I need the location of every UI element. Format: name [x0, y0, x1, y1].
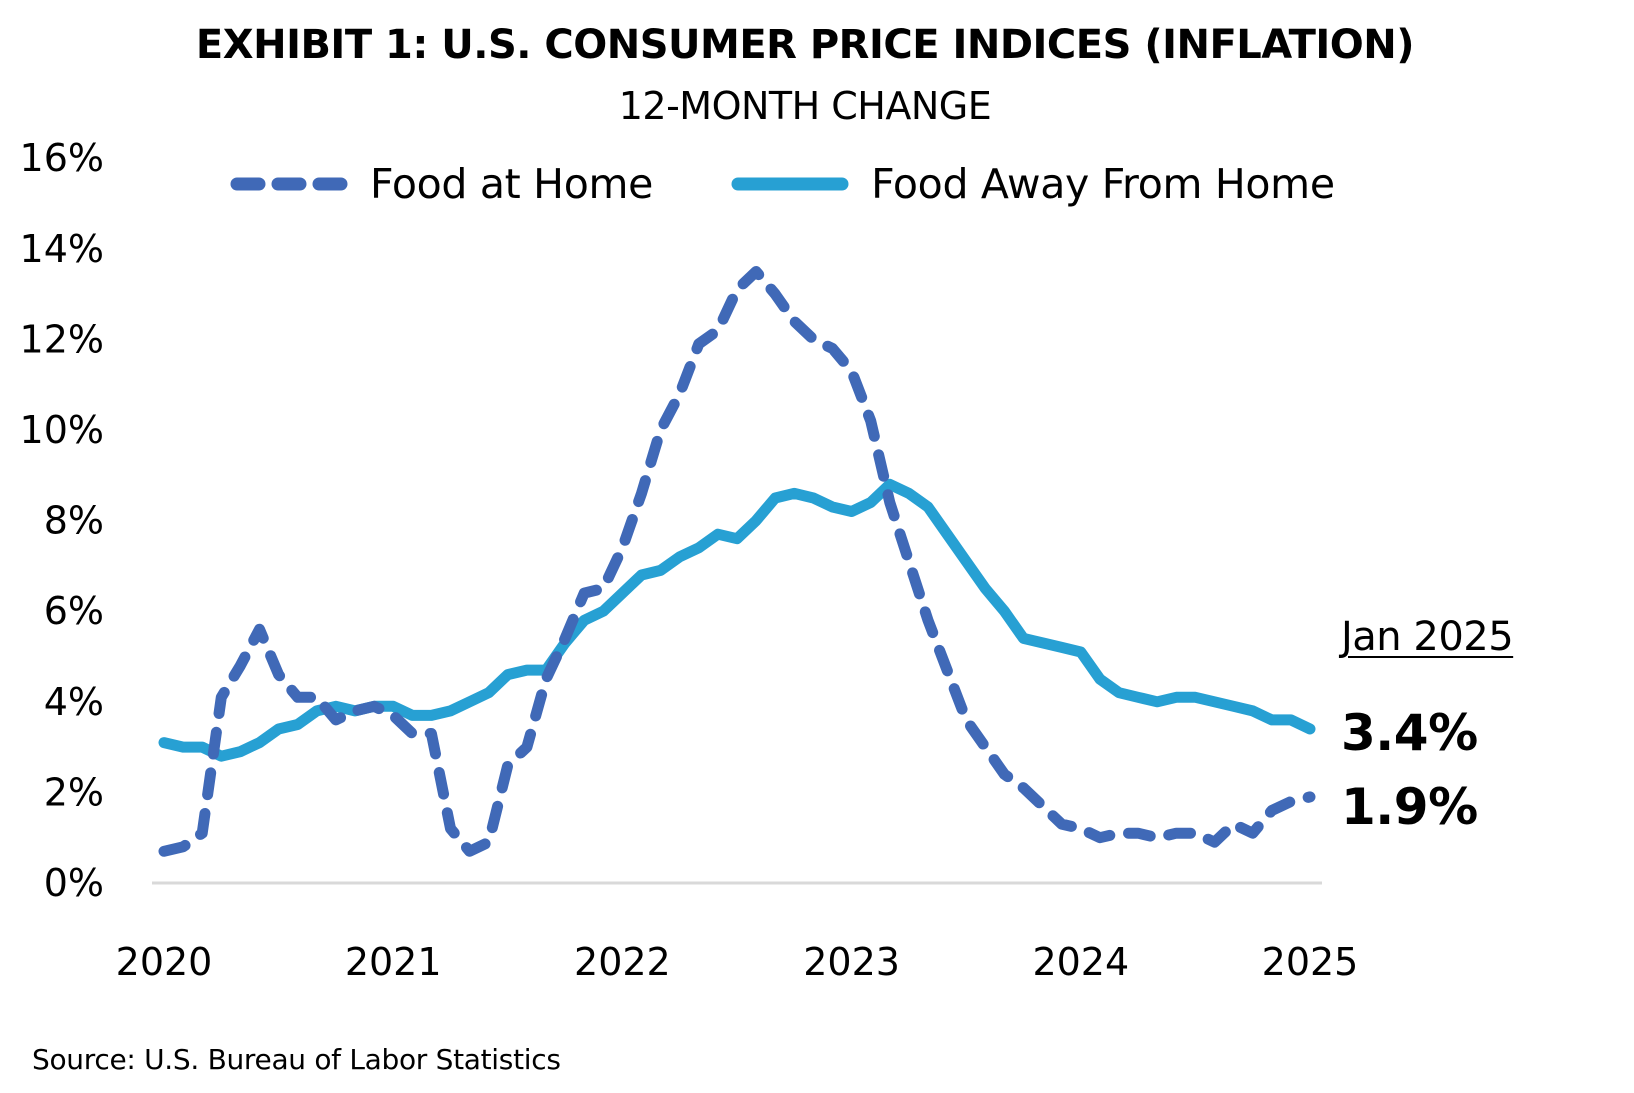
y-tick-label: 12% [20, 317, 104, 361]
x-tick-label: 2022 [574, 940, 671, 984]
y-tick-label: 14% [20, 227, 104, 271]
x-tick-label: 2020 [116, 940, 213, 984]
annotation-food-away-value: 3.4% [1341, 704, 1478, 762]
y-tick-label: 16% [20, 136, 104, 180]
series-line-food-at-home [158, 266, 1316, 857]
chart-subtitle: 12-MONTH CHANGE [618, 84, 992, 128]
x-tick-label: 2025 [1262, 940, 1359, 984]
x-axis: 2020 2021 2022 2023 2024 2025 [116, 940, 1359, 984]
source-note: Source: U.S. Bureau of Labor Statistics [32, 1043, 561, 1076]
y-tick-label: 10% [20, 408, 104, 452]
x-tick-label: 2023 [803, 940, 900, 984]
chart-title: EXHIBIT 1: U.S. CONSUMER PRICE INDICES (… [195, 22, 1415, 68]
legend-label: Food Away From Home [871, 160, 1335, 208]
legend: Food at Home Food Away From Home [230, 160, 1335, 208]
y-tick-label: 8% [44, 499, 104, 543]
x-tick-label: 2024 [1032, 940, 1129, 984]
y-tick-label: 4% [44, 680, 104, 724]
y-tick-label: 6% [44, 589, 104, 633]
y-axis: 0% 2% 4% 6% 8% 10% 12% 14% 16% [20, 136, 104, 905]
y-tick-label: 0% [44, 861, 104, 905]
y-tick-label: 2% [44, 770, 104, 814]
x-tick-label: 2021 [345, 940, 442, 984]
legend-item-food-at-home: Food at Home [230, 160, 653, 208]
legend-item-food-away: Food Away From Home [731, 160, 1335, 208]
solid-line-swatch-icon [731, 177, 849, 191]
series-layer [158, 266, 1316, 857]
dashed-line-swatch-icon [230, 177, 348, 191]
annotation-date: Jan 2025 [1341, 614, 1514, 660]
annotation-food-home-value: 1.9% [1341, 778, 1478, 836]
legend-label: Food at Home [370, 160, 654, 208]
